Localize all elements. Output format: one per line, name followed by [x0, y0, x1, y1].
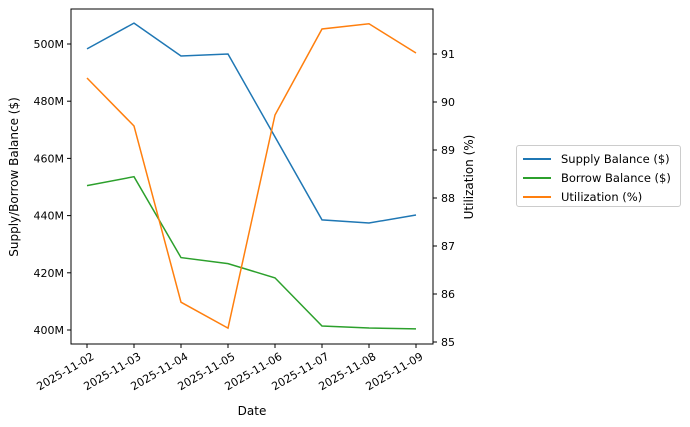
y-tick-label: 420M — [34, 267, 65, 280]
legend-label: Borrow Balance ($) — [561, 170, 671, 185]
y2-tick-label: 91 — [441, 48, 455, 61]
legend-item-supply: Supply Balance ($) — [523, 149, 680, 168]
y-tick-label: 440M — [34, 210, 65, 223]
x-axis-label: Date — [238, 404, 267, 418]
series-line-1 — [86, 175, 417, 330]
y-tick-label: 400M — [34, 324, 65, 337]
y2-tick-label: 90 — [441, 96, 455, 109]
right-y-axis: 85 86 87 88 89 90 91 — [433, 48, 455, 349]
borrow-line-swatch-icon — [523, 176, 551, 179]
y-tick-label: 460M — [34, 152, 65, 165]
y2-tick-label: 88 — [441, 192, 455, 205]
series-line-0 — [86, 22, 417, 224]
y-tick-label: 500M — [34, 38, 65, 51]
y2-tick-label: 89 — [441, 144, 455, 157]
utilization-line-swatch-icon — [523, 195, 551, 198]
supply-line-swatch-icon — [523, 157, 551, 160]
y2-tick-label: 85 — [441, 336, 455, 349]
legend-item-utilization: Utilization (%) — [523, 187, 680, 206]
legend-item-borrow: Borrow Balance ($) — [523, 168, 680, 187]
plot-lines — [86, 22, 417, 330]
y2-tick-label: 87 — [441, 240, 455, 253]
left-y-axis: 400M 420M 440M 460M 480M 500M — [34, 38, 71, 337]
legend-label: Utilization (%) — [561, 189, 643, 204]
series-line-2 — [86, 23, 417, 330]
plot-frame — [70, 8, 434, 345]
left-y-axis-label: Supply/Borrow Balance ($) — [7, 97, 21, 257]
x-axis: 2025-11-022025-11-032025-11-042025-11-05… — [34, 344, 425, 393]
right-y-axis-label: Utilization (%) — [462, 135, 476, 220]
y2-tick-label: 86 — [441, 288, 455, 301]
legend-label: Supply Balance ($) — [561, 151, 670, 166]
chart-legend: Supply Balance ($) Borrow Balance ($) Ut… — [516, 145, 681, 207]
y-tick-label: 480M — [34, 95, 65, 108]
